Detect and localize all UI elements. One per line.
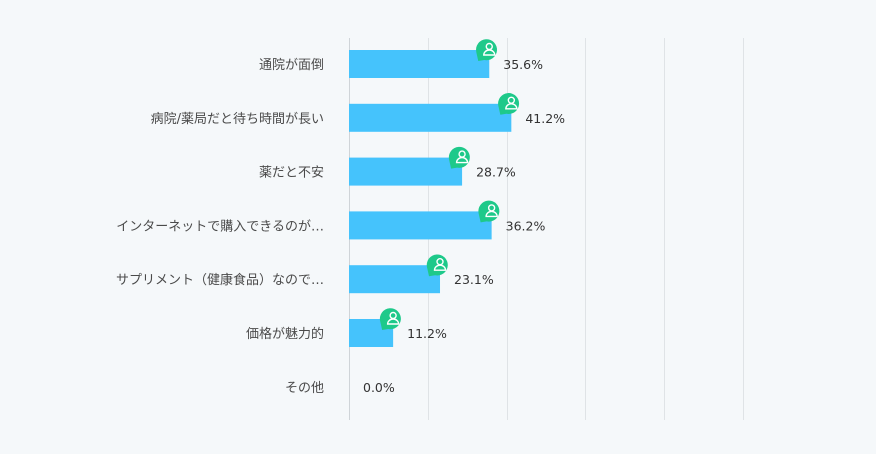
- user-icon: [478, 200, 500, 223]
- value-label: 36.2%: [506, 218, 546, 233]
- value-label: 35.6%: [503, 57, 543, 72]
- user-icon: [498, 93, 520, 115]
- value-label: 28.7%: [476, 165, 516, 180]
- bars: [349, 50, 512, 347]
- user-icon: [476, 39, 498, 61]
- user-icon: [426, 254, 448, 277]
- bar: [349, 103, 512, 132]
- category-label: 薬だと不安: [259, 166, 324, 181]
- value-label: 11.2%: [407, 326, 447, 341]
- category-label: その他: [285, 381, 324, 396]
- value-label: 0.0%: [363, 380, 395, 395]
- user-icon-body: [455, 156, 469, 164]
- category-label: 通院が面倒: [259, 58, 324, 73]
- user-icon: [379, 308, 401, 330]
- bar: [349, 211, 492, 240]
- category-label: インターネットで購入できるのが…: [116, 219, 324, 234]
- value-label: 23.1%: [454, 272, 494, 287]
- category-labels: 通院が面倒病院/薬局だと待ち時間が長い薬だと不安インターネットで購入できるのが……: [116, 58, 324, 396]
- user-markers: [379, 39, 520, 330]
- bar: [349, 157, 463, 186]
- user-icon: [448, 146, 470, 169]
- user-icon-body: [485, 210, 498, 218]
- bar: [349, 265, 441, 294]
- category-label: 病院/薬局だと待ち時間が長い: [151, 112, 324, 127]
- category-label: サプリメント（健康食品）なので…: [116, 272, 324, 288]
- user-icon-body: [386, 318, 400, 325]
- category-label: 価格が魅力的: [246, 326, 324, 342]
- value-labels: 35.6% 41.2% 28.7% 36.2% 23.1% 11.2% 0.0%: [363, 57, 565, 395]
- value-label: 41.2%: [525, 111, 565, 126]
- user-icon-body: [483, 49, 496, 56]
- bar: [349, 50, 490, 78]
- user-icon-body: [433, 264, 447, 271]
- user-icon-body: [505, 103, 518, 110]
